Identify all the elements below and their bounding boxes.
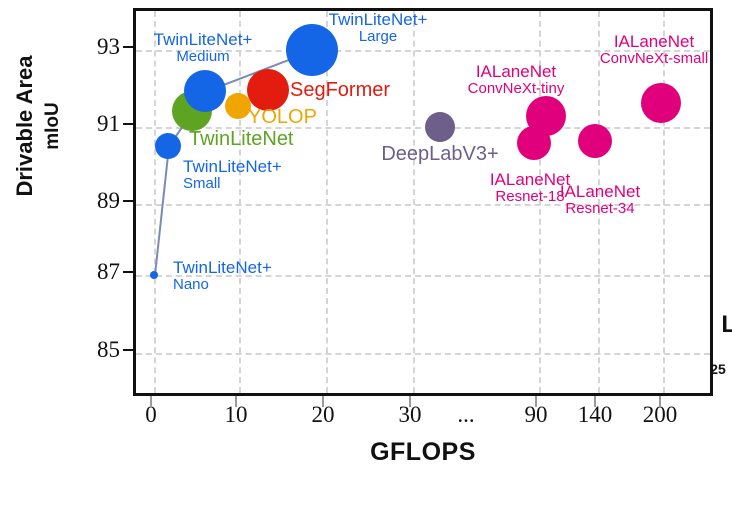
point-label-line1: IALaneNet bbox=[559, 182, 641, 201]
point-label: TwinLiteNet bbox=[189, 128, 294, 150]
y-tick-label: 87 bbox=[97, 259, 120, 284]
y-tick-label: 93 bbox=[97, 34, 120, 59]
x-tick-label: 0 bbox=[145, 402, 157, 427]
point-label-line1: IALaneNet bbox=[475, 62, 557, 81]
x-tick-label: 10 bbox=[224, 402, 248, 427]
y-tick-label: 85 bbox=[97, 337, 120, 362]
point-label: YOLOP bbox=[248, 106, 317, 128]
data-point[interactable] bbox=[150, 271, 158, 279]
gridline-vertical bbox=[154, 11, 156, 393]
data-point[interactable] bbox=[225, 93, 251, 119]
x-tick-label: 90 bbox=[524, 402, 548, 427]
x-tick-label: 20 bbox=[311, 402, 335, 427]
y-tick-mark bbox=[123, 349, 133, 351]
gridline-horizontal bbox=[136, 275, 710, 277]
gridline-vertical bbox=[413, 11, 415, 393]
y-tick-mark bbox=[123, 200, 133, 202]
x-tick-mark bbox=[322, 396, 324, 407]
gridline-vertical bbox=[239, 11, 241, 393]
point-label-line2: ConvNeXt-small bbox=[599, 49, 709, 67]
point-label: TwinLiteNet+ Medium bbox=[154, 31, 253, 65]
x-tick-mark bbox=[659, 396, 661, 407]
gridline-horizontal bbox=[136, 127, 710, 129]
data-point[interactable] bbox=[155, 133, 181, 159]
x-axis-title: GFLOPS bbox=[370, 438, 476, 466]
point-label-line2: ConvNeXt-tiny bbox=[467, 79, 565, 97]
plot-area: TwinLiteNet+ Nano TwinLiteNet+ Small TwinLit… bbox=[133, 8, 732, 396]
point-label-line1: TwinLiteNet+ bbox=[183, 157, 282, 176]
point-label: TwinLiteNet+ Nano bbox=[173, 259, 272, 293]
x-tick-label: 30 bbox=[398, 402, 422, 427]
point-label-line2: Small bbox=[183, 174, 221, 192]
size-legend-title: Lane IoU bbox=[721, 311, 732, 338]
y-tick-mark bbox=[123, 123, 133, 125]
point-label-line2: Nano bbox=[173, 275, 209, 293]
point-label-line1: TwinLiteNet+ bbox=[153, 30, 253, 49]
point-label: IALaneNet ConvNeXt-tiny bbox=[468, 63, 565, 97]
gridline-horizontal bbox=[136, 353, 710, 355]
point-label-line2: Resnet-18 bbox=[495, 187, 565, 205]
point-label-line1: IALaneNet bbox=[613, 32, 695, 51]
gridline-horizontal bbox=[136, 50, 710, 52]
gridline-horizontal bbox=[136, 204, 710, 206]
y-tick-label: 91 bbox=[97, 111, 120, 136]
size-legend-bubbles: 253035 bbox=[702, 345, 732, 393]
point-label: TwinLiteNet+ Large bbox=[329, 11, 428, 45]
point-label-line1: TwinLiteNet+ bbox=[328, 10, 428, 29]
x-tick-mark bbox=[409, 396, 411, 407]
x-tick-mark bbox=[150, 396, 152, 407]
data-point[interactable] bbox=[425, 112, 455, 142]
size-legend: Lane IoU 253035 bbox=[702, 311, 732, 393]
point-label-line2: Resnet-34 bbox=[565, 199, 635, 217]
connector-segment bbox=[154, 146, 170, 276]
data-point[interactable] bbox=[286, 24, 338, 76]
y-tick-mark bbox=[123, 46, 133, 48]
y-tick-label: 89 bbox=[97, 188, 120, 213]
gridline-vertical bbox=[663, 11, 665, 393]
gridline-vertical bbox=[539, 11, 541, 393]
point-label: IALaneNet ConvNeXt-small bbox=[600, 33, 708, 67]
point-label: IALaneNet Resnet-34 bbox=[560, 183, 640, 217]
data-point[interactable] bbox=[578, 124, 612, 158]
x-tick-mark bbox=[594, 396, 596, 407]
size-legend-label: 25 bbox=[710, 361, 726, 377]
point-label: TwinLiteNet+ Small bbox=[183, 158, 282, 192]
data-point[interactable] bbox=[184, 70, 226, 112]
x-tick-mark bbox=[235, 396, 237, 407]
point-label-line2: Large bbox=[358, 27, 398, 45]
point-label-line1: TwinLiteNet+ bbox=[173, 258, 272, 277]
point-label: DeepLabV3+ bbox=[381, 143, 499, 165]
point-label: IALaneNet Resnet-18 bbox=[490, 171, 570, 205]
point-label-line1: IALaneNet bbox=[489, 170, 571, 189]
x-tick-label: ... bbox=[457, 402, 475, 427]
x-tick-mark bbox=[535, 396, 537, 407]
gridline-vertical bbox=[326, 11, 328, 393]
point-label-line2: Medium bbox=[176, 47, 230, 65]
y-tick-mark bbox=[123, 271, 133, 273]
data-point[interactable] bbox=[247, 69, 289, 111]
data-point[interactable] bbox=[526, 96, 566, 136]
point-label: SegFormer bbox=[290, 79, 391, 101]
gridline-vertical bbox=[598, 11, 600, 393]
data-point[interactable] bbox=[641, 83, 681, 123]
